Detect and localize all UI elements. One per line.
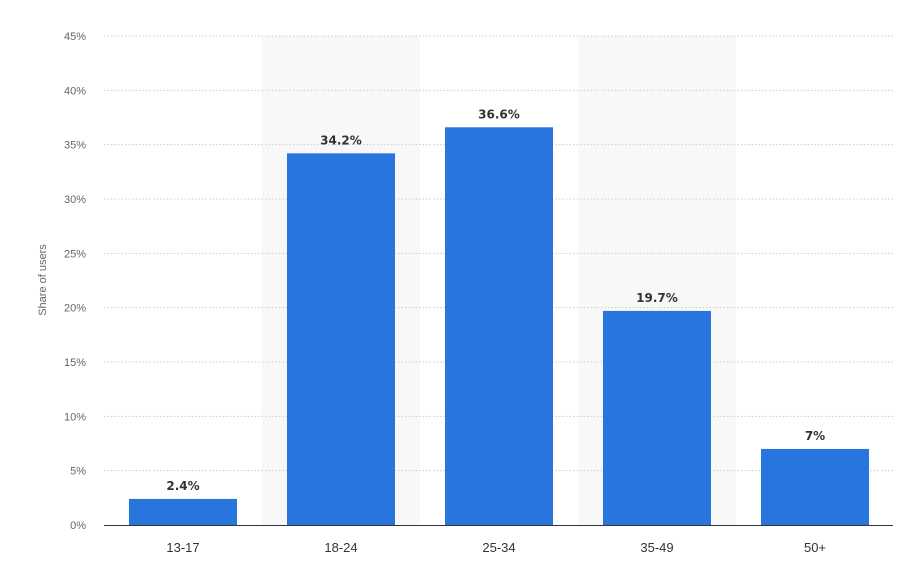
y-tick-label: 45% xyxy=(64,31,86,43)
x-tick-label: 18-24 xyxy=(324,540,357,555)
bar xyxy=(761,448,869,525)
data-label: 7% xyxy=(805,429,825,443)
data-label: 2.4% xyxy=(166,479,199,493)
y-tick-label: 25% xyxy=(64,248,86,260)
y-tick-label: 30% xyxy=(64,194,86,206)
data-labels: 2.4% 34.2% 36.6% 19.7% 7% xyxy=(166,107,825,493)
y-tick-label: 0% xyxy=(70,520,86,532)
y-tick-label: 10% xyxy=(64,411,86,423)
x-axis-ticks: 13-17 18-24 25-34 35-49 50+ xyxy=(166,540,826,555)
bar xyxy=(603,310,711,525)
data-label: 19.7% xyxy=(636,291,678,305)
x-tick-label: 35-49 xyxy=(640,540,673,555)
y-tick-label: 5% xyxy=(70,466,86,478)
bar xyxy=(445,127,553,525)
data-label: 36.6% xyxy=(478,107,520,121)
y-tick-label: 15% xyxy=(64,357,86,369)
y-axis-title: Share of users xyxy=(37,244,49,316)
data-label: 34.2% xyxy=(320,133,362,147)
x-tick-label: 50+ xyxy=(804,540,826,555)
y-tick-label: 20% xyxy=(64,303,86,315)
bar xyxy=(287,153,395,526)
y-tick-label: 40% xyxy=(64,85,86,97)
y-tick-label: 35% xyxy=(64,140,86,152)
bar xyxy=(129,498,237,525)
x-tick-label: 25-34 xyxy=(482,540,515,555)
x-tick-label: 13-17 xyxy=(166,540,199,555)
y-axis-ticks: 0% 5% 10% 15% 20% 25% 30% 35% 40% 45% xyxy=(64,31,86,532)
bars xyxy=(129,127,869,526)
